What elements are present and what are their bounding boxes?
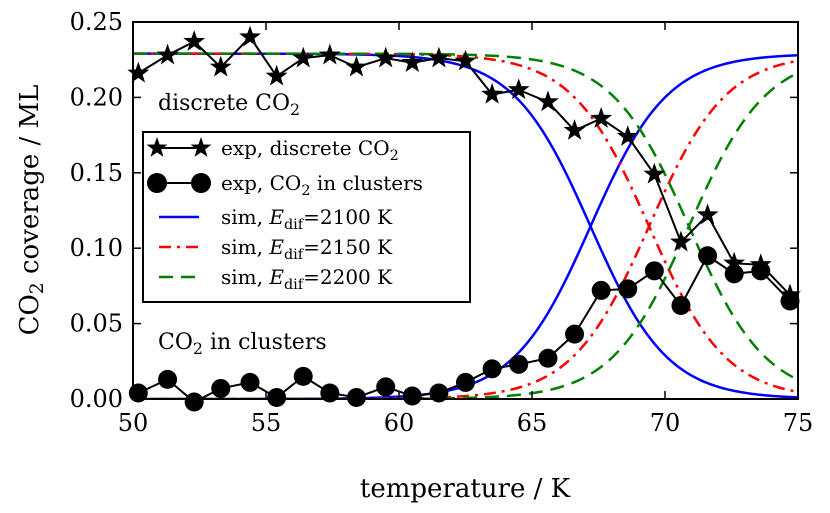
x-tick-label: 75 [783, 409, 814, 437]
legend-label: sim, Edif=2100 K [221, 205, 393, 233]
data-point-circle [158, 369, 178, 389]
data-point-circle [538, 348, 558, 368]
y-tick-label: 0.00 [70, 385, 123, 413]
data-point-circle [346, 387, 366, 407]
y-tick-label: 0.25 [70, 8, 123, 36]
y-tick-label: 0.05 [70, 310, 123, 338]
data-point-circle [644, 261, 664, 281]
data-point-circle [751, 261, 771, 281]
data-point-star [427, 46, 450, 68]
tick-layer: 50 55 60 65 70 75 0.00 0.05 0.10 0.15 0.20 0.25 [70, 8, 814, 437]
x-tick-label: 55 [251, 409, 282, 437]
data-point-circle [429, 383, 449, 403]
y-tick-label: 0.10 [70, 234, 123, 262]
data-point-circle [211, 378, 231, 398]
legend-label: sim, Edif=2200 K [221, 265, 393, 293]
plot-frame [132, 21, 799, 400]
data-point-star [183, 30, 206, 51]
data-point-star [239, 25, 261, 47]
data-point-circle [267, 387, 287, 407]
data-point-circle [591, 280, 611, 300]
data-point-star [318, 43, 341, 65]
data-point-circle [293, 366, 313, 386]
data-point-star [345, 55, 368, 77]
data-point-star [563, 119, 586, 140]
data-point-star [127, 61, 150, 83]
data-point-circle [456, 372, 475, 392]
data-point-star [292, 46, 315, 68]
data-point-star [616, 125, 639, 146]
legend-swatch-star [190, 137, 212, 157]
annotation-discrete-co2: discrete CO2 [158, 91, 300, 119]
data-point-star [374, 46, 397, 68]
data-point-star [670, 230, 692, 252]
legend-label: exp, CO2 in clusters [221, 171, 423, 199]
data-point-circle [724, 264, 744, 284]
data-point-star [590, 107, 613, 128]
data-point-circle [402, 386, 422, 406]
data-point-circle [240, 372, 260, 392]
legend-swatch-star [146, 137, 168, 157]
series-line-sim-2200-clusters [133, 71, 798, 399]
data-point-star [507, 78, 530, 100]
data-point-circle [320, 383, 340, 403]
x-tick-label: 70 [650, 409, 681, 437]
x-tick-label: 65 [517, 409, 548, 437]
data-point-circle [184, 392, 204, 412]
legend-label: sim, Edif=2150 K [221, 235, 393, 263]
x-axis-label: temperature / K [360, 474, 571, 504]
data-point-circle [482, 359, 502, 379]
legend: exp, discrete CO2 exp, CO2 in clusters sim… [142, 131, 471, 303]
data-point-circle [671, 296, 691, 316]
y-tick-label: 0.15 [70, 159, 123, 187]
data-point-circle [565, 324, 585, 344]
data-point-circle [780, 291, 800, 311]
data-point-circle [509, 354, 529, 374]
y-tick-label: 0.20 [70, 83, 123, 111]
data-point-star [696, 203, 719, 225]
marker-layer [127, 25, 801, 412]
legend-label: exp, discrete CO2 [221, 136, 399, 164]
data-point-star [723, 251, 746, 273]
data-point-star [537, 90, 559, 112]
legend-swatch-circle [191, 173, 211, 193]
data-point-circle [376, 377, 396, 397]
data-point-star [481, 82, 504, 104]
y-axis-label: CO2 coverage / ML [15, 85, 48, 336]
x-tick-label: 60 [384, 409, 415, 437]
data-point-star [265, 64, 288, 86]
legend-swatch-circle [147, 173, 167, 193]
data-point-star [401, 51, 424, 73]
data-point-star [643, 162, 666, 184]
data-point-star [156, 43, 179, 65]
x-tick-label: 50 [118, 409, 149, 437]
data-point-circle [698, 246, 718, 266]
annotation-co2-in-clusters: CO2 in clusters [158, 330, 327, 358]
data-point-star [454, 49, 477, 71]
data-point-circle [618, 279, 638, 299]
data-point-star [209, 55, 232, 77]
